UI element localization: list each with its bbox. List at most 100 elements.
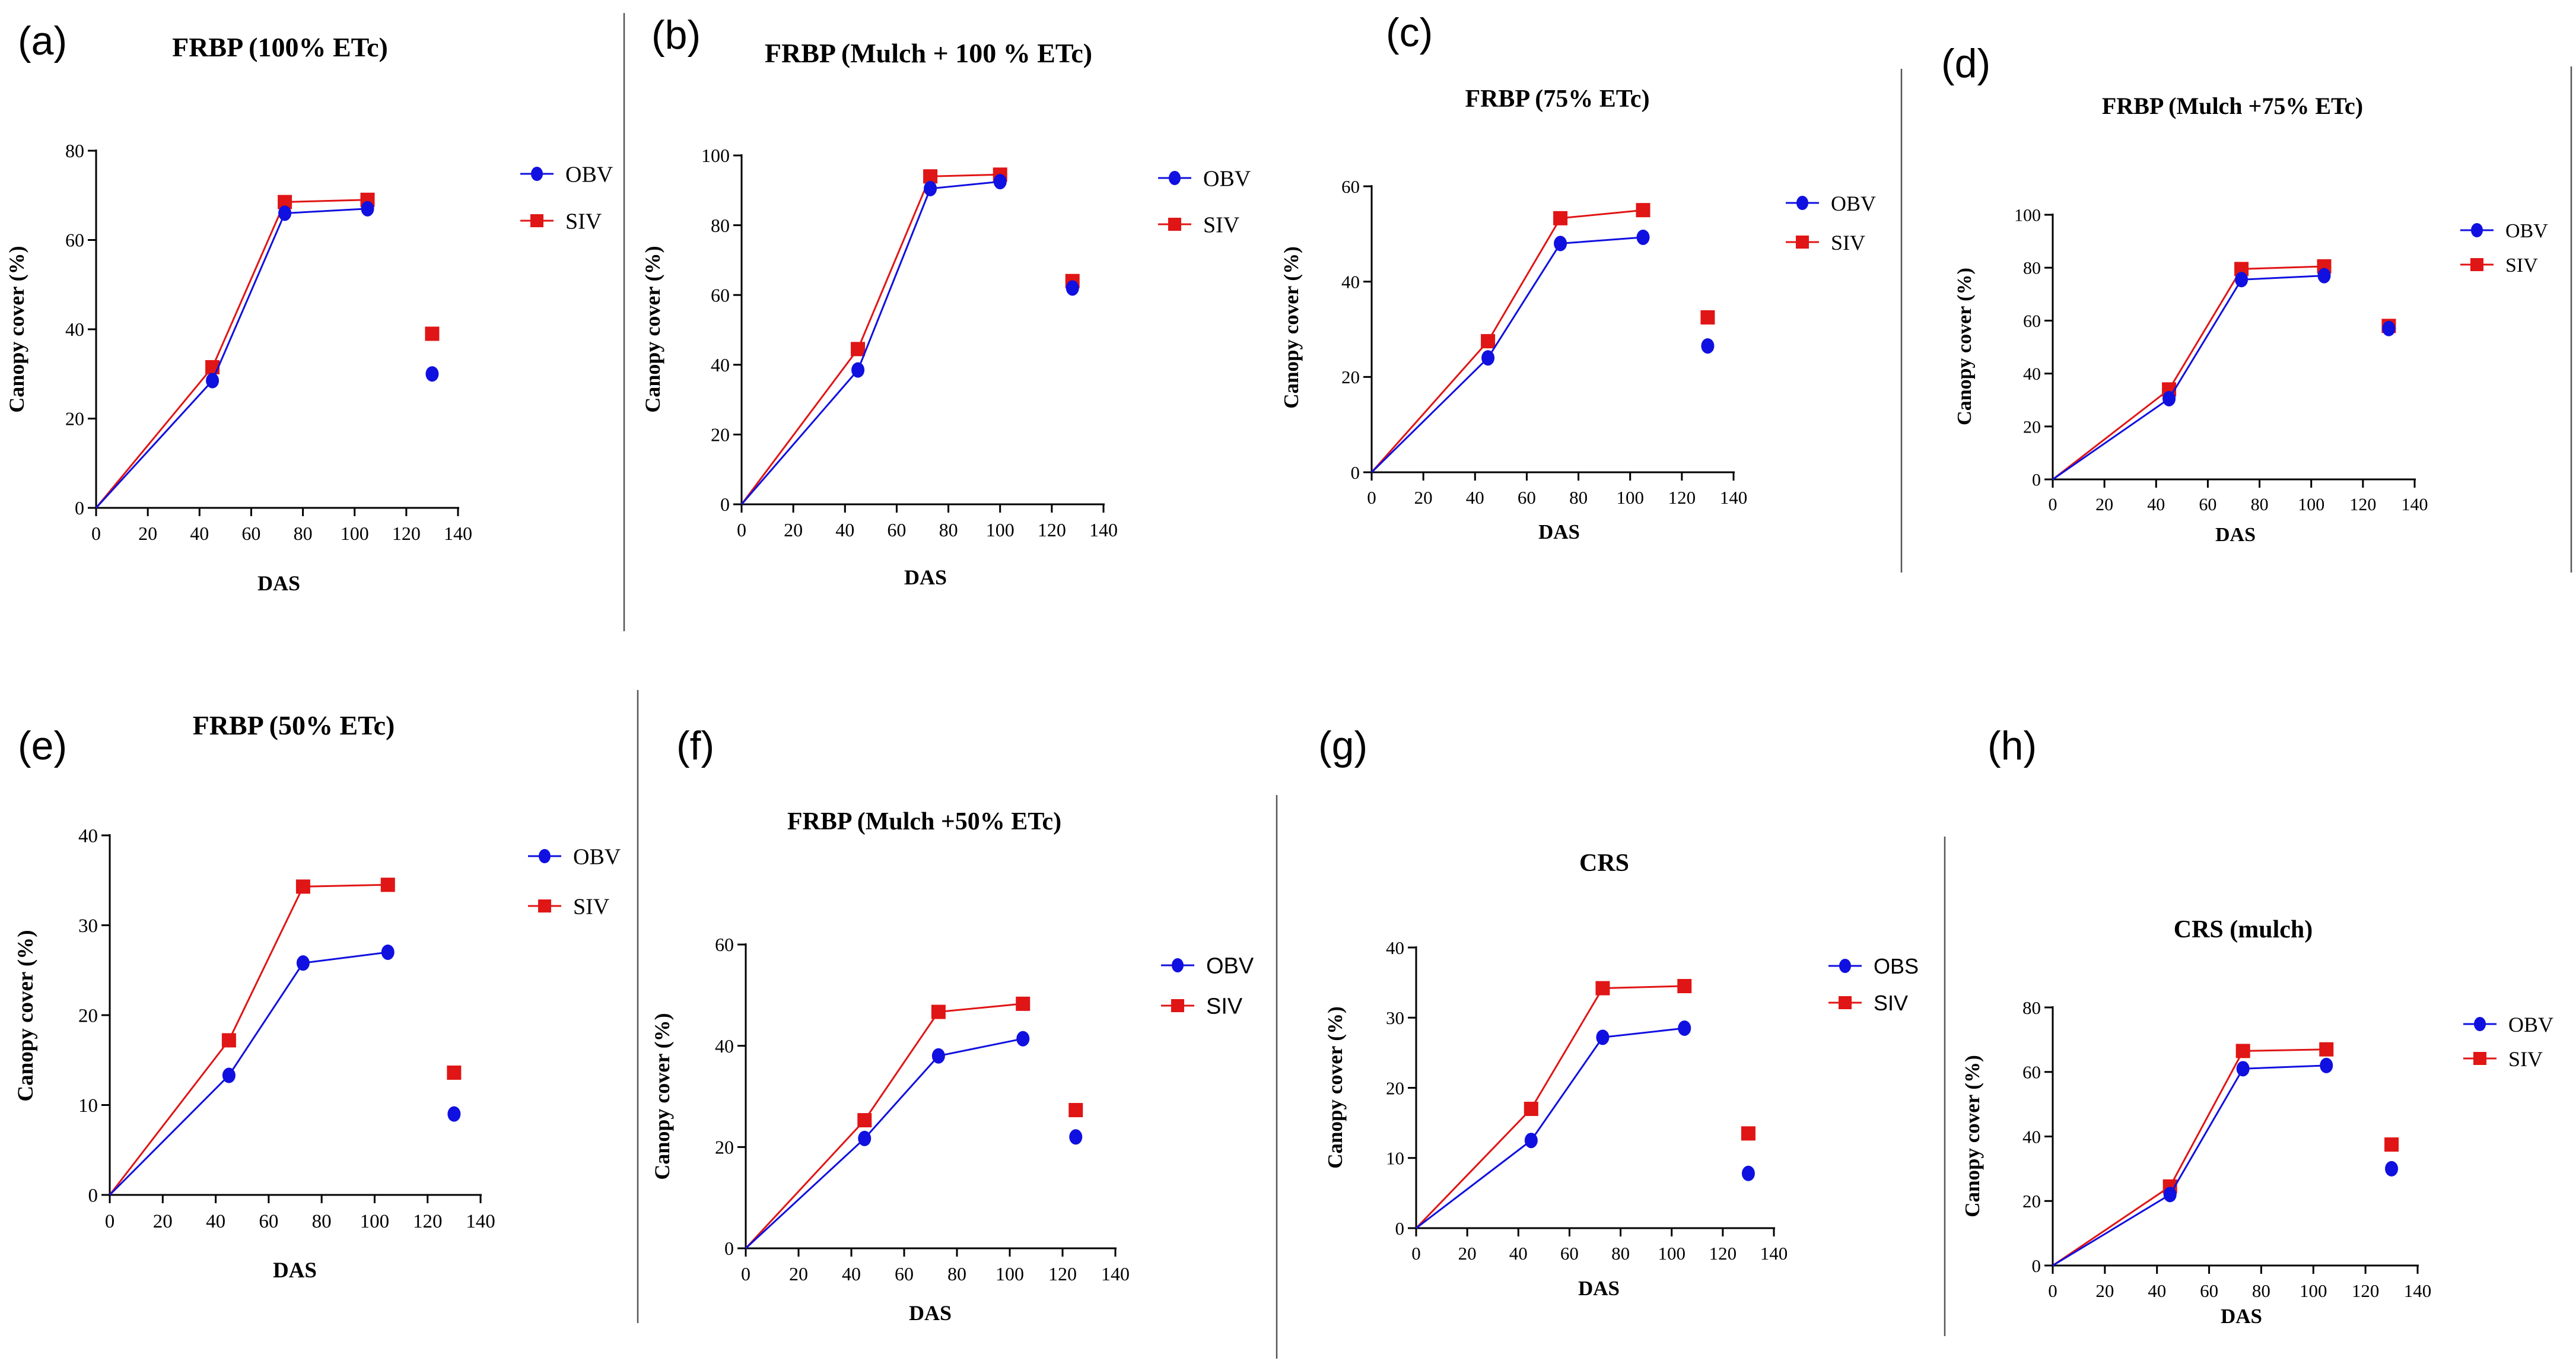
x-tick-label: 40 bbox=[190, 523, 209, 544]
x-tick-label: 100 bbox=[2300, 1280, 2327, 1301]
y-tick-label: 60 bbox=[715, 934, 734, 955]
panel-letter: (g) bbox=[1318, 723, 1367, 768]
x-tick-label: 80 bbox=[1569, 487, 1588, 508]
y-tick-label: 0 bbox=[724, 1238, 734, 1259]
chart-title: FRBP (Mulch +75% ETc) bbox=[2102, 93, 2363, 119]
data-point-obs bbox=[1596, 1029, 1610, 1045]
x-axis-label: DAS bbox=[2215, 524, 2256, 546]
legend-label-siv: SIV bbox=[573, 895, 610, 920]
y-tick-label: 20 bbox=[78, 1006, 98, 1027]
data-point-siv bbox=[1068, 1103, 1083, 1118]
data-point-siv bbox=[1524, 1101, 1538, 1116]
x-tick-label: 20 bbox=[2095, 495, 2113, 514]
legend-marker-siv bbox=[538, 899, 551, 912]
chart-panel-d: (d) FRBP (Mulch +75% ETc) 0 20 40 60 80 100 120 1… bbox=[1941, 41, 2548, 546]
data-point-obv bbox=[2320, 1057, 2333, 1073]
data-point-obv bbox=[296, 955, 310, 971]
y-tick-label: 20 bbox=[1386, 1077, 1404, 1098]
legend-label-obv: OBV bbox=[2508, 1013, 2553, 1036]
legend-marker-obs bbox=[1839, 959, 1851, 973]
y-tick-label: 20 bbox=[1341, 367, 1360, 387]
y-tick-label: 0 bbox=[1351, 462, 1360, 483]
x-tick-label: 120 bbox=[2349, 495, 2376, 514]
x-tick-label: 120 bbox=[392, 523, 421, 544]
y-tick-label: 80 bbox=[65, 140, 84, 161]
x-tick-label: 40 bbox=[842, 1263, 861, 1284]
data-point-obv bbox=[858, 1130, 872, 1146]
legend-marker-siv bbox=[1168, 218, 1181, 231]
legend-label-siv: SIV bbox=[2505, 255, 2538, 276]
panel-letter: (f) bbox=[676, 723, 714, 768]
x-tick-label: 40 bbox=[2148, 1280, 2166, 1301]
data-point-obs bbox=[1678, 1020, 1691, 1036]
series-line-siv bbox=[1415, 985, 1685, 1229]
y-tick-label: 0 bbox=[88, 1185, 98, 1207]
legend-label-obv: OBV bbox=[1203, 167, 1251, 192]
x-tick-label: 40 bbox=[1466, 487, 1484, 508]
x-tick-label: 40 bbox=[2147, 495, 2165, 514]
chart-panel-a: (a) FRBP (100% ETc) 0 20 40 60 80 100 120 140 0 20 4… bbox=[5, 18, 613, 595]
data-point-siv bbox=[1700, 310, 1715, 325]
x-tick-label: 120 bbox=[1038, 519, 1066, 540]
panel-letter: (c) bbox=[1386, 10, 1433, 55]
data-point-siv bbox=[1481, 334, 1496, 349]
y-tick-label: 80 bbox=[2023, 259, 2041, 278]
y-tick-label: 10 bbox=[1386, 1148, 1404, 1169]
chart-panel-g: (g) CRS 0 20 40 60 80 100 120 140 0 10 20 30 40 DAS Cano… bbox=[1318, 723, 1919, 1300]
chart-title: CRS (mulch) bbox=[2174, 916, 2313, 943]
data-point-obv bbox=[2385, 1160, 2399, 1177]
data-point-obv bbox=[425, 366, 439, 382]
data-point-obv bbox=[278, 205, 292, 221]
chart-title: FRBP (50% ETc) bbox=[193, 710, 395, 740]
data-point-obv bbox=[2236, 1061, 2250, 1077]
x-tick-label: 120 bbox=[1048, 1263, 1077, 1284]
data-point-obv bbox=[993, 174, 1007, 190]
x-tick-label: 20 bbox=[1458, 1243, 1477, 1264]
y-axis-label: Canopy cover (%) bbox=[1324, 1006, 1347, 1169]
x-axis-label: DAS bbox=[2221, 1305, 2262, 1328]
x-tick-label: 60 bbox=[887, 519, 906, 540]
legend-label-obv: OBV bbox=[2505, 220, 2548, 242]
x-tick-label: 40 bbox=[206, 1211, 225, 1232]
legend-label-siv: SIV bbox=[1874, 991, 1908, 1015]
data-point-obv bbox=[851, 362, 865, 378]
y-tick-label: 60 bbox=[711, 284, 730, 306]
y-tick-label: 0 bbox=[2032, 470, 2041, 490]
y-tick-label: 40 bbox=[1341, 272, 1360, 292]
x-tick-label: 80 bbox=[2251, 495, 2269, 514]
chart-panel-f: (f) FRBP (Mulch +50% ETc) 0 20 40 60 80 100 120 1… bbox=[650, 723, 1254, 1325]
x-tick-label: 140 bbox=[2402, 495, 2428, 514]
legend-marker-obv bbox=[531, 167, 543, 181]
legend-label-obv: OBV bbox=[1831, 192, 1876, 215]
x-tick-label: 80 bbox=[2252, 1280, 2270, 1301]
y-tick-label: 40 bbox=[65, 319, 84, 340]
series-line-obv bbox=[2052, 1064, 2327, 1267]
legend-marker-siv bbox=[1171, 999, 1184, 1012]
x-tick-label: 140 bbox=[1720, 487, 1748, 508]
data-point-obv bbox=[2163, 1187, 2177, 1203]
data-point-siv bbox=[1636, 203, 1650, 218]
x-tick-label: 100 bbox=[2298, 495, 2324, 514]
x-tick-label: 0 bbox=[105, 1211, 115, 1232]
x-tick-label: 80 bbox=[312, 1211, 332, 1232]
legend-marker-siv bbox=[2470, 258, 2483, 271]
legend-label-siv: SIV bbox=[1206, 994, 1243, 1019]
data-point-siv bbox=[221, 1033, 236, 1048]
y-tick-label: 0 bbox=[2032, 1255, 2041, 1276]
x-tick-label: 80 bbox=[939, 519, 958, 540]
y-axis-label: Canopy cover (%) bbox=[5, 246, 28, 412]
x-tick-label: 140 bbox=[1760, 1243, 1788, 1264]
legend-marker-obv bbox=[2474, 1017, 2486, 1031]
x-axis-label: DAS bbox=[1578, 1277, 1620, 1300]
chart-title: FRBP (75% ETc) bbox=[1465, 85, 1649, 113]
series-line-siv bbox=[109, 883, 388, 1196]
series-line-obv bbox=[2052, 275, 2324, 481]
x-axis-label: DAS bbox=[1538, 520, 1580, 543]
legend-label-siv: SIV bbox=[565, 209, 602, 234]
data-point-obv bbox=[1066, 280, 1079, 296]
data-point-siv bbox=[857, 1113, 872, 1128]
legend-marker-obv bbox=[1169, 171, 1181, 185]
y-tick-label: 20 bbox=[2023, 417, 2041, 437]
y-axis-label: Canopy cover (%) bbox=[1280, 246, 1303, 409]
